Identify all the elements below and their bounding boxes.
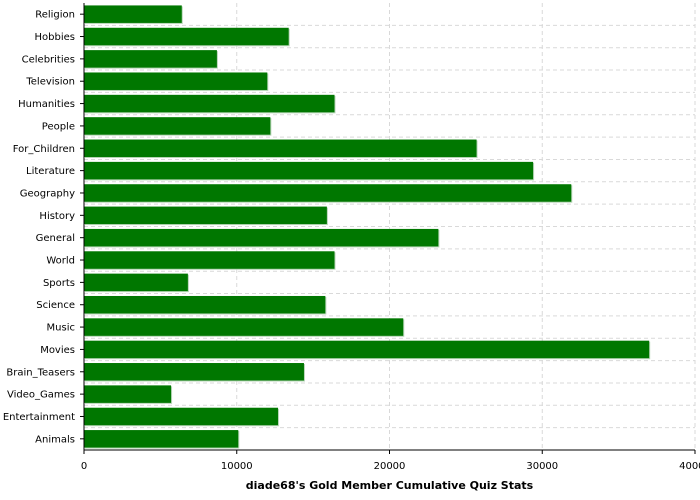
category-label: Brain_Teasers bbox=[6, 367, 75, 378]
bar-animals bbox=[84, 430, 239, 448]
bar-literature bbox=[84, 161, 534, 180]
category-label: Science bbox=[36, 300, 75, 311]
bar-sports bbox=[84, 273, 188, 292]
bar-brain-teasers bbox=[84, 363, 304, 381]
category-label: Movies bbox=[40, 345, 75, 356]
bar-humanities bbox=[84, 94, 335, 113]
bar-movies bbox=[84, 340, 650, 359]
category-labels: Religion Hobbies Celebrities Television Huma… bbox=[3, 10, 84, 445]
category-label: History bbox=[39, 211, 75, 222]
category-label: Music bbox=[47, 323, 75, 334]
category-label: Religion bbox=[35, 10, 75, 21]
category-label: Geography bbox=[20, 188, 75, 199]
x-tick-label: 10000 bbox=[221, 461, 253, 472]
bar-people bbox=[84, 117, 271, 135]
x-tick-label: 0 bbox=[81, 461, 87, 472]
category-label: Entertainment bbox=[3, 412, 75, 423]
bar-science bbox=[84, 295, 326, 314]
x-tick-label: 30000 bbox=[526, 461, 558, 472]
bar-music bbox=[84, 318, 404, 336]
x-tick-labels: 0 10000 20000 30000 40000 bbox=[81, 450, 700, 472]
category-label: Humanities bbox=[18, 99, 75, 110]
bar-world bbox=[84, 251, 335, 269]
bar-geography bbox=[84, 184, 572, 202]
category-label: Animals bbox=[35, 434, 75, 445]
category-label: Television bbox=[25, 77, 75, 88]
bar-history bbox=[84, 206, 327, 225]
category-label: Hobbies bbox=[35, 32, 75, 43]
x-axis-title: diade68's Gold Member Cumulative Quiz St… bbox=[246, 479, 534, 492]
bar-celebrities bbox=[84, 50, 217, 68]
category-label: Literature bbox=[26, 166, 75, 177]
bar-hobbies bbox=[84, 27, 289, 46]
bar-general bbox=[84, 228, 439, 247]
bar-for-children bbox=[84, 139, 477, 158]
category-label: People bbox=[42, 121, 75, 132]
x-tick-label: 20000 bbox=[374, 461, 406, 472]
category-label: Sports bbox=[43, 278, 75, 289]
category-label: General bbox=[36, 233, 75, 244]
bars bbox=[84, 5, 651, 449]
grid-lines bbox=[84, 3, 696, 450]
category-label: Video_Games bbox=[7, 390, 75, 401]
bar-television bbox=[84, 72, 268, 90]
category-label: For_Children bbox=[13, 144, 75, 155]
x-tick-label: 40000 bbox=[679, 461, 700, 472]
bar-video-games bbox=[84, 385, 172, 403]
category-label: World bbox=[46, 256, 75, 267]
bar-religion bbox=[84, 5, 182, 23]
category-label: Celebrities bbox=[22, 54, 75, 65]
bar-entertainment bbox=[84, 407, 278, 426]
